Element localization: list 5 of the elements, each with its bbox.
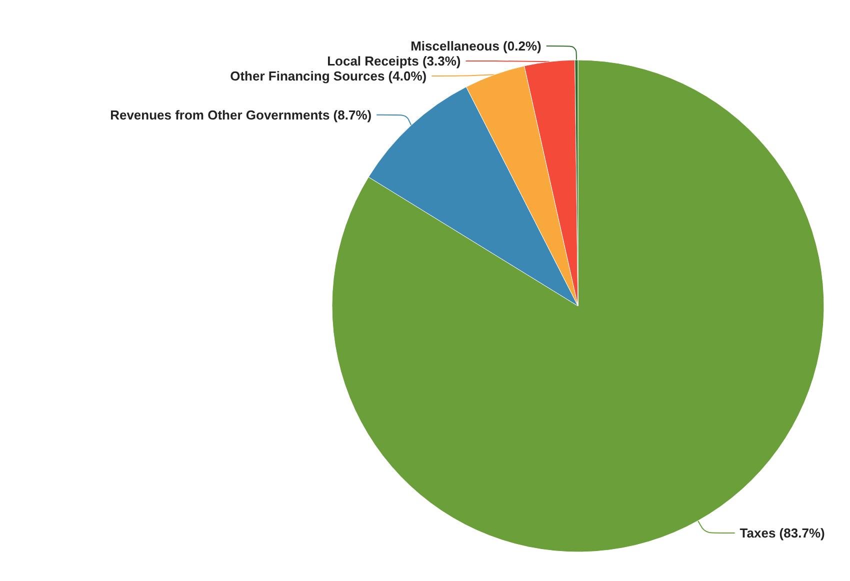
slice-label: Taxes (83.7%) (740, 525, 825, 540)
slice-label: Local Receipts (3.3%) (327, 54, 461, 69)
slice-label: Other Financing Sources (4.0%) (230, 68, 427, 84)
slice-label: Miscellaneous (0.2%) (410, 38, 542, 54)
slice-label: Revenues from Other Governments (8.7%) (110, 107, 372, 122)
